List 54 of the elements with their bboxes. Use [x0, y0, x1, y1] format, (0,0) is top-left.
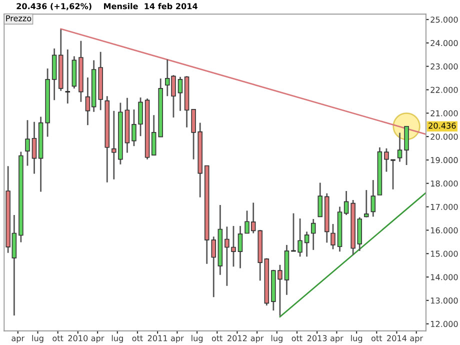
y-tick-label: 14.000	[431, 274, 458, 280]
y-tick-label: 23.000	[430, 63, 458, 70]
x-tick-label: lug	[351, 335, 362, 343]
y-tick-label: 19.000	[431, 157, 458, 164]
candlestick	[364, 189, 369, 218]
y-tick-label: 16.000	[431, 227, 458, 234]
candlestick	[370, 179, 376, 218]
candlestick	[25, 119, 30, 166]
chart-title: 20.436 (+1,62%) Mensile 14 feb 2014	[16, 3, 198, 10]
x-tick-label: apr	[170, 336, 184, 343]
y-tick-label: 17.000	[431, 204, 458, 210]
candlestick	[304, 230, 310, 258]
annotation: Prezzo	[6, 15, 32, 22]
candlestick	[65, 48, 70, 104]
y-tick-label: 21.000	[430, 110, 458, 116]
candlestick	[404, 125, 409, 166]
x-tick-label: apr	[250, 336, 264, 343]
candlestick	[330, 223, 336, 250]
x-tick-label: lug	[112, 335, 123, 343]
y-tick-label: 22.000	[430, 86, 458, 93]
y-tick-label: 15.000	[431, 250, 458, 257]
x-tick-label: ott	[52, 335, 64, 342]
x-tick-label: apr	[12, 336, 25, 343]
x-tick-label: apr	[91, 336, 104, 343]
x-tick-label: apr	[410, 336, 424, 343]
x-tick-label: ott	[132, 335, 143, 342]
x-tick-label: lug	[32, 335, 44, 343]
candlestick	[397, 132, 402, 162]
x-tick-label: 2012	[228, 335, 247, 342]
y-tick-label: 25.000	[430, 16, 458, 23]
candlestick	[32, 121, 37, 174]
y-tick-label: 24.000	[430, 40, 458, 46]
candlestick	[238, 225, 243, 269]
x-tick-label: 2013	[307, 335, 327, 342]
candlestick	[151, 114, 156, 156]
annotation: 20.436	[428, 122, 456, 129]
candlestick	[318, 182, 323, 218]
candlestick	[344, 190, 349, 216]
x-tick-label: 2010	[68, 335, 88, 342]
y-tick-label: 12.000	[431, 320, 458, 328]
x-tick-label: ott	[371, 335, 382, 342]
y-tick-label: 20.000	[430, 134, 458, 140]
candlestick	[178, 76, 183, 112]
x-tick-label: ott	[212, 335, 223, 342]
x-tick-label: 2014	[387, 335, 407, 342]
candlestick	[310, 218, 316, 251]
x-tick-label: apr	[330, 336, 344, 343]
x-tick-label: ott	[292, 335, 302, 342]
y-tick-label: 18.000	[431, 180, 458, 187]
x-tick-label: 2011	[148, 335, 168, 342]
y-tick-label: 13.000	[431, 298, 458, 304]
x-tick-label: lug	[271, 335, 282, 343]
candlestick	[211, 236, 216, 298]
x-tick-label: lug	[192, 335, 203, 343]
